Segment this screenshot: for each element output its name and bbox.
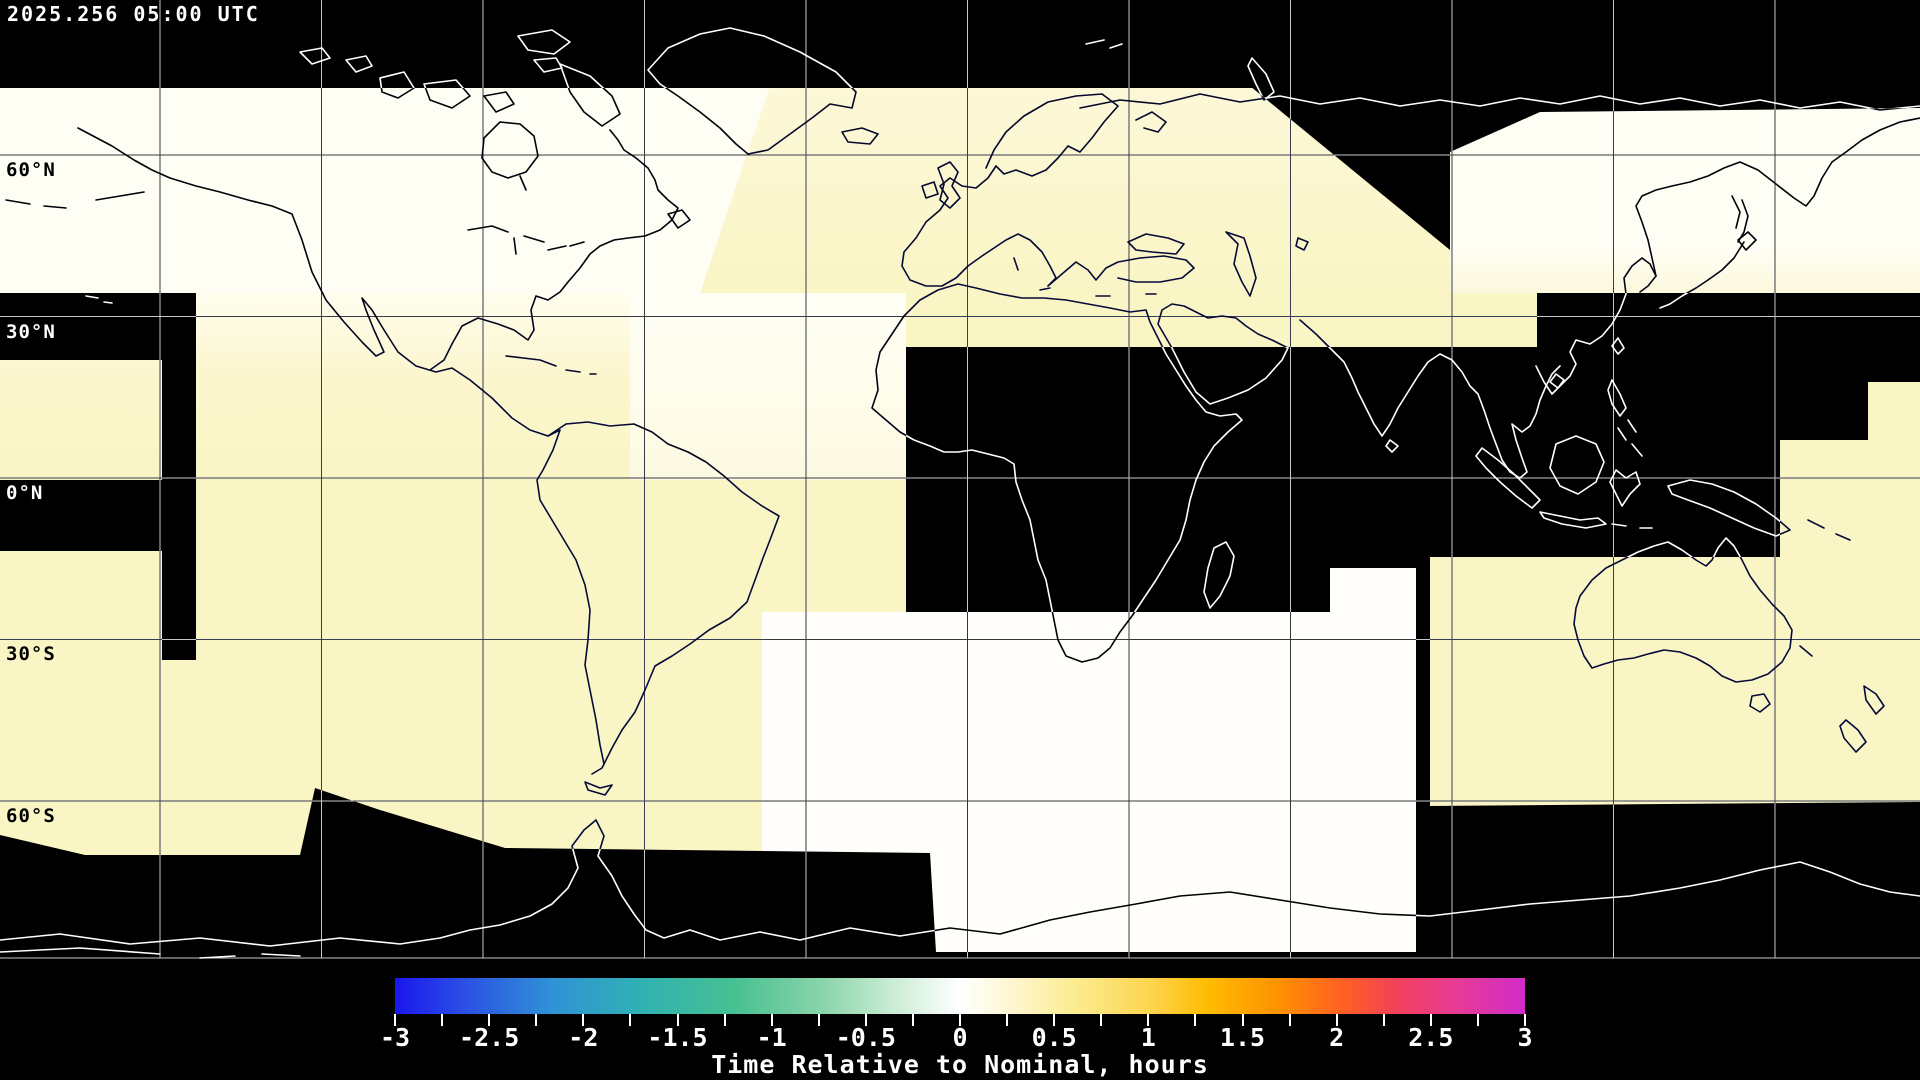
colorbar-tick-label: 0.5: [1031, 1023, 1077, 1052]
colorbar-tick: [911, 1014, 914, 1026]
colorbar-tick: [864, 1014, 867, 1026]
coastline-outlines: [0, 27, 1920, 959]
colorbar-tick: [770, 1014, 773, 1026]
no-data-arctic-band: [0, 0, 1920, 88]
colorbar-tick: [723, 1014, 726, 1026]
data-region-australia-yellow: [1430, 557, 1920, 808]
colorbar-tick: [1006, 1014, 1009, 1026]
colorbar-tick-label: -2.5: [459, 1023, 520, 1052]
colorbar-tick: [1524, 1014, 1526, 1026]
colorbar-tick: [1194, 1014, 1197, 1026]
colorbar-tick-label: 0: [952, 1023, 968, 1052]
colorbar-gradient: [395, 978, 1525, 1014]
colorbar-tick: [1147, 1014, 1150, 1026]
world-map: 2025.256 05:00 UTC 60°N 30°N 0°N 30°S 60°S: [0, 0, 1920, 959]
colorbar-tick: [1053, 1014, 1056, 1026]
colorbar-tick-label: 1: [1140, 1023, 1156, 1052]
colorbar-tick: [488, 1014, 491, 1026]
data-region-west-pacific-yellow: [1780, 440, 1920, 557]
colorbar-tick-label: 2: [1329, 1023, 1345, 1052]
no-data-pacific-strip: [162, 293, 196, 660]
colorbar-tick: [1429, 1014, 1432, 1026]
colorbar-tick-label: -1.5: [647, 1023, 708, 1052]
no-data-africa-block: [906, 347, 1330, 612]
no-data-east-asia-band: [1537, 293, 1920, 347]
latitude-label: 0°N: [6, 482, 44, 504]
colorbar-tick: [676, 1014, 679, 1026]
colorbar-tick: [1382, 1014, 1385, 1026]
colorbar-tick: [441, 1014, 444, 1026]
colorbar-tick: [1476, 1014, 1479, 1026]
colorbar-tick: [582, 1014, 585, 1026]
colorbar-tick: [1241, 1014, 1244, 1026]
data-region-south-indian-white: [1330, 568, 1416, 952]
colorbar-tick: [1335, 1014, 1338, 1026]
colorbar-tick: [629, 1014, 632, 1026]
latitude-longitude-gridlines: [0, 0, 1920, 959]
data-region-west-pacific-yellow-upper: [1868, 382, 1920, 440]
latitude-label: 60°N: [6, 159, 56, 181]
timestamp: 2025.256 05:00 UTC: [7, 2, 260, 26]
data-region-west-africa-atlantic-white: [630, 293, 906, 481]
colorbar-tick-label: -3: [379, 1023, 411, 1052]
colorbar-title: Time Relative to Nominal, hours: [711, 1050, 1209, 1079]
no-data-philippine-sea-block: [1780, 347, 1868, 440]
colorbar-tick-label: 2.5: [1408, 1023, 1454, 1052]
coastline-and-grid-overlay: [0, 0, 1920, 959]
colorbar-tick: [817, 1014, 820, 1026]
no-data-equatorial-pacific-block: [0, 480, 162, 551]
colorbar-tick-label: 1.5: [1219, 1023, 1266, 1052]
colorbar-tick-label: -1: [756, 1023, 787, 1052]
colorbar-tick-label: -2: [568, 1023, 599, 1052]
colorbar-tick: [1100, 1014, 1103, 1026]
no-data-micronesia-block: [1868, 347, 1920, 382]
latitude-label: 60°S: [6, 804, 56, 827]
colorbar-tick: [1288, 1014, 1291, 1026]
colorbar-tick-label: -0.5: [835, 1023, 896, 1052]
latitude-label: 30°S: [6, 643, 56, 666]
colorbar-tick: [394, 1014, 396, 1026]
data-region-arabia-india-yellow: [906, 293, 1537, 347]
data-region-siberia-japan-white: [1450, 88, 1920, 293]
colorbar-tick-label: 3: [1517, 1023, 1533, 1052]
colorbar-tick: [959, 1014, 961, 1026]
colorbar-tick: [535, 1014, 538, 1026]
latitude-label: 30°N: [6, 320, 56, 343]
